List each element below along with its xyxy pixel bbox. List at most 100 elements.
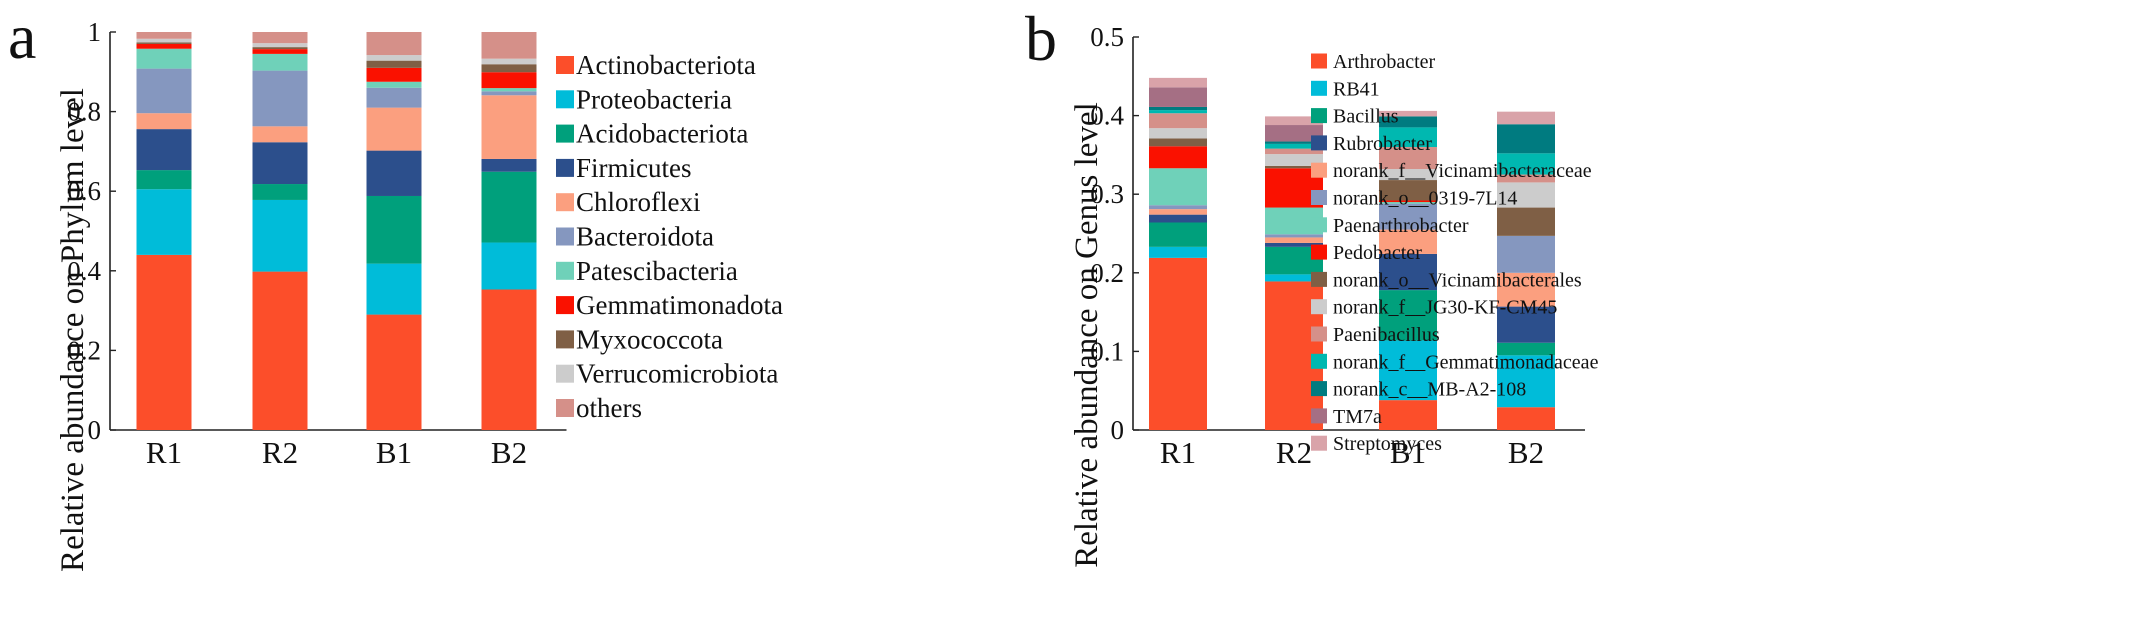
legend-swatch-paenarthrobacter xyxy=(1311,217,1327,232)
bar-segment-acidobacteriota-r2 xyxy=(253,184,308,200)
legend-label-paenarthrobacter: Paenarthrobacter xyxy=(1333,215,1469,237)
bar-segment-firmicutes-b2 xyxy=(482,159,537,172)
legend-label-proteobacteria: Proteobacteria xyxy=(576,84,732,114)
x-category-label-r2: R2 xyxy=(1276,435,1312,470)
bar-segment-acidobacteriota-b2 xyxy=(482,172,537,243)
y-tick-label: 0.1 xyxy=(1090,336,1124,366)
bar-segment-myxococcota-r1 xyxy=(137,42,192,44)
bar-segment-bacteroidota-b1 xyxy=(367,88,422,108)
bar-segment-others-b2 xyxy=(482,32,537,59)
bar-segment-patescibacteria-r1 xyxy=(137,49,192,69)
legend-label-acidobacteriota: Acidobacteriota xyxy=(576,119,748,149)
x-category-label-b2: B2 xyxy=(1508,435,1544,470)
legend-swatch-actinobacteriota xyxy=(556,56,574,74)
bar-segment-firmicutes-b1 xyxy=(367,151,422,196)
bar-segment-norank-c-mb-a2-108-b2 xyxy=(1497,124,1555,153)
bar-segment-bacteroidota-b2 xyxy=(482,91,537,95)
legend-label-streptomyces: Streptomyces xyxy=(1333,433,1442,455)
bar-segment-myxococcota-b1 xyxy=(367,61,422,68)
x-category-label-r2: R2 xyxy=(262,435,298,470)
bar-segment-proteobacteria-r2 xyxy=(253,200,308,272)
bar-segment-verrucomicrobiota-r2 xyxy=(253,43,308,47)
panel-a: a Relative abundance on Phylum level 00.… xyxy=(8,1,783,572)
bar-segment-gemmatimonadota-b1 xyxy=(367,68,422,82)
legend-swatch-norank-o-vicinamibacterales xyxy=(1311,272,1327,287)
bar-segment-patescibacteria-b2 xyxy=(482,88,537,91)
bar-segment-rubrobacter-r1 xyxy=(1149,215,1207,223)
bar-segment-chloroflexi-b2 xyxy=(482,95,537,159)
legend-swatch-norank-f-vicinamibacteraceae xyxy=(1311,163,1327,178)
legend-swatch-bacteroidota xyxy=(556,228,574,246)
bar-segment-norank-f-vicinamibacteraceae-r2 xyxy=(1265,237,1323,243)
x-category-label-r1: R1 xyxy=(1160,435,1196,470)
bar-segment-norank-f-vicinamibacteraceae-r1 xyxy=(1149,209,1207,215)
bar-segment-chloroflexi-b1 xyxy=(367,108,422,151)
bar-segment-bacillus-r1 xyxy=(1149,222,1207,246)
legend-label-norank-f-vicinamibacteraceae: norank_f__Vicinamibacteraceae xyxy=(1333,160,1592,182)
bar-segment-gemmatimonadota-b2 xyxy=(482,72,537,88)
x-category-label-r1: R1 xyxy=(146,435,182,470)
bar-segment-bacteroidota-r2 xyxy=(253,71,308,127)
legend-swatch-others xyxy=(556,399,574,417)
legend-label-paenibacillus: Paenibacillus xyxy=(1333,324,1440,346)
y-tick-label: 0.5 xyxy=(1090,22,1124,52)
legend-label-verrucomicrobiota: Verrucomicrobiota xyxy=(576,359,778,389)
legend-label-bacillus: Bacillus xyxy=(1333,106,1399,128)
bar-segment-actinobacteriota-b2 xyxy=(482,290,537,430)
legend-label-chloroflexi: Chloroflexi xyxy=(576,187,700,217)
panel-b: b Relative abundance on Genus level 0 0.1… xyxy=(1025,3,1599,568)
legend-label-norank-o-0319-7l14: norank_o__0319-7L14 xyxy=(1333,188,1517,210)
bar-segment-proteobacteria-b2 xyxy=(482,243,537,290)
legend-swatch-acidobacteriota xyxy=(556,125,574,143)
panel-b-legend: ArthrobacterRB41BacillusRubrobacternoran… xyxy=(1311,51,1599,455)
x-category-label-b1: B1 xyxy=(376,435,412,470)
bar-segment-myxococcota-r2 xyxy=(253,47,308,49)
panel-b-label: b xyxy=(1025,3,1057,74)
legend-label-firmicutes: Firmicutes xyxy=(576,153,692,183)
bar-segment-norank-f-jg30-kf-cm45-r1 xyxy=(1149,128,1207,138)
legend-label-patescibacteria: Patescibacteria xyxy=(576,256,738,286)
bar-segment-others-r1 xyxy=(137,32,192,39)
legend-swatch-tm7a xyxy=(1311,408,1327,423)
bar-segment-norank-o-0319-7l14-b2 xyxy=(1497,236,1555,273)
y-tick-label: 0.6 xyxy=(67,176,101,206)
y-tick-label: 0.2 xyxy=(67,335,101,365)
bar-segment-arthrobacter-b1 xyxy=(1379,400,1437,430)
legend-swatch-norank-o-0319-7l14 xyxy=(1311,190,1327,205)
y-tick-label: 0.2 xyxy=(1090,258,1124,288)
bar-segment-others-r2 xyxy=(253,32,308,43)
legend-swatch-pedobacter xyxy=(1311,245,1327,260)
legend-swatch-rb41 xyxy=(1311,81,1327,96)
legend-label-norank-o-vicinamibacterales: norank_o__Vicinamibacterales xyxy=(1333,269,1582,291)
legend-swatch-streptomyces xyxy=(1311,436,1327,451)
bar-segment-patescibacteria-r2 xyxy=(253,54,308,71)
legend-label-norank-f-jg30-kf-cm45: norank_f__JG30-KF-CM45 xyxy=(1333,297,1557,319)
legend-swatch-gemmatimonadota xyxy=(556,296,574,314)
legend-swatch-verrucomicrobiota xyxy=(556,365,574,383)
legend-swatch-bacillus xyxy=(1311,108,1327,123)
legend-swatch-arthrobacter xyxy=(1311,54,1327,69)
bar-segment-streptomyces-r1 xyxy=(1149,78,1207,87)
legend-swatch-chloroflexi xyxy=(556,193,574,211)
bar-segment-norank-f-gemmatimonadaceae-r1 xyxy=(1149,110,1207,113)
legend-label-norank-f-gemmatimonadaceae: norank_f__Gemmatimonadaceae xyxy=(1333,351,1599,373)
legend-label-norank-c-mb-a2-108: norank_c__MB-A2-108 xyxy=(1333,379,1526,401)
legend-swatch-norank-c-mb-a2-108 xyxy=(1311,381,1327,396)
bar-segment-chloroflexi-r1 xyxy=(137,113,192,129)
panel-b-y-axis-title: Relative abundance on Genus level xyxy=(1069,102,1105,568)
legend-label-actinobacteriota: Actinobacteriota xyxy=(576,50,756,80)
bar-segment-paenibacillus-r1 xyxy=(1149,113,1207,128)
legend-swatch-myxococcota xyxy=(556,330,574,348)
bar-segment-myxococcota-b2 xyxy=(482,64,537,72)
bar-segment-norank-o-vicinamibacterales-r1 xyxy=(1149,138,1207,146)
bar-segment-actinobacteriota-b1 xyxy=(367,315,422,430)
legend-label-bacteroidota: Bacteroidota xyxy=(576,222,714,252)
figure: a Relative abundance on Phylum level 00.… xyxy=(0,0,2130,633)
legend-label-rb41: RB41 xyxy=(1333,78,1380,100)
legend-swatch-proteobacteria xyxy=(556,90,574,108)
bar-segment-gemmatimonadota-r2 xyxy=(253,49,308,54)
bar-segment-arthrobacter-r1 xyxy=(1149,258,1207,430)
panel-a-legend: Actinobacteriota Proteobacteria Acidobacte… xyxy=(556,50,783,423)
legend-swatch-rubrobacter xyxy=(1311,135,1327,150)
legend-label-others: others xyxy=(576,393,642,423)
